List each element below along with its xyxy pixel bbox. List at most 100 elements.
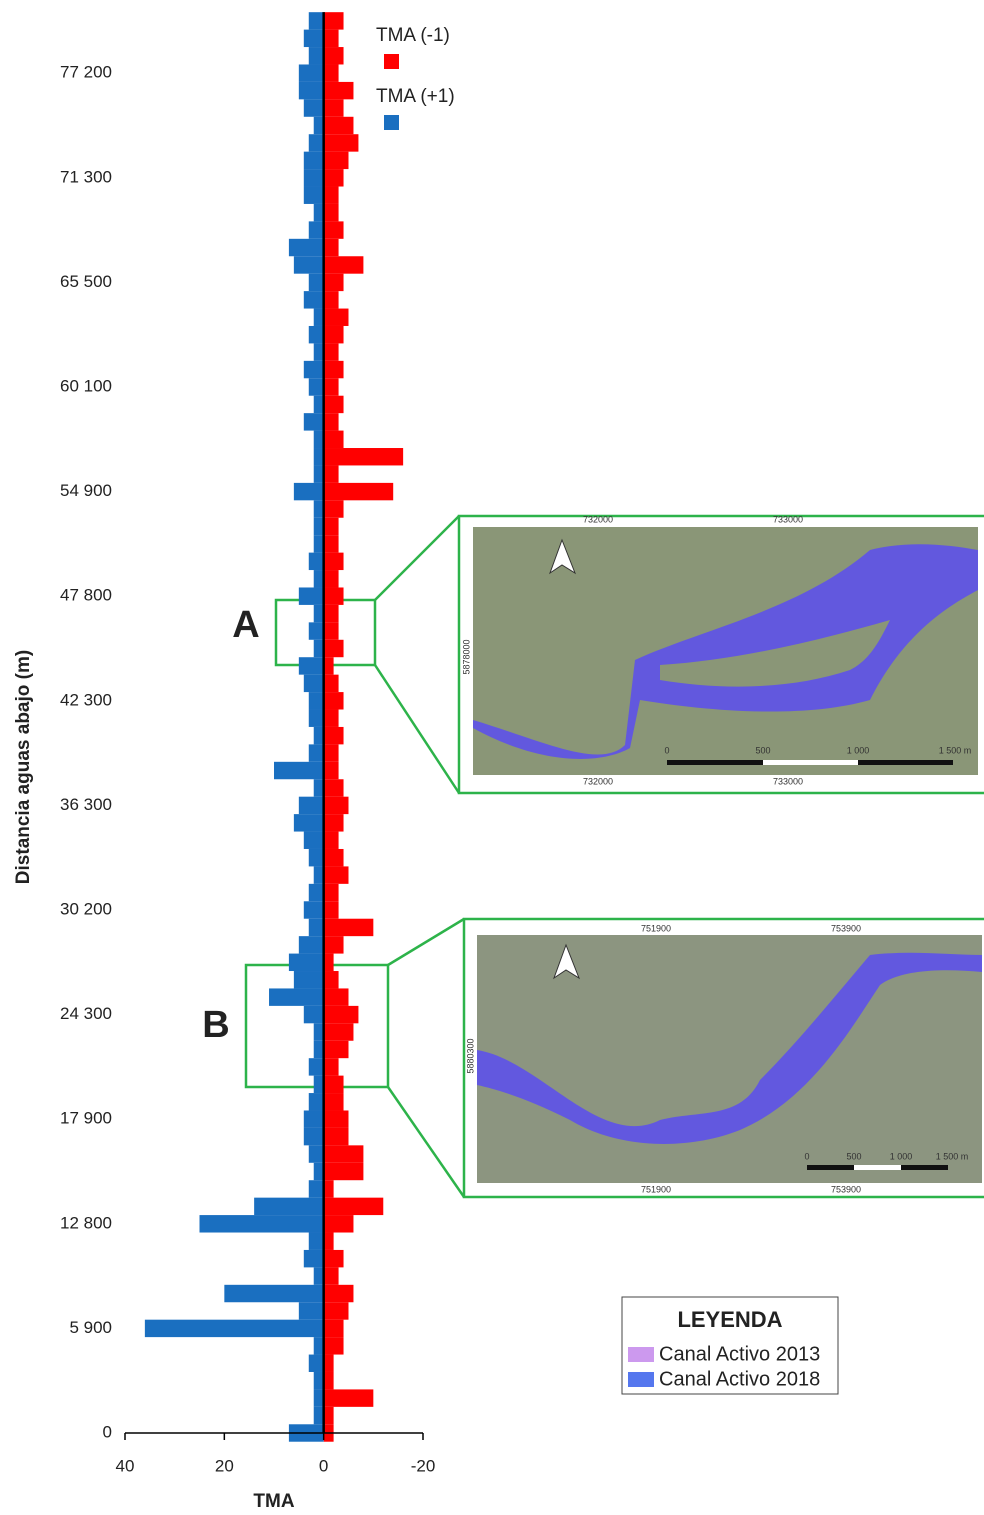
x-tick-label: 20 bbox=[215, 1456, 234, 1475]
bar bbox=[313, 448, 324, 466]
bar bbox=[323, 1023, 354, 1041]
bar bbox=[323, 1197, 384, 1216]
bar bbox=[323, 1145, 364, 1163]
bar bbox=[303, 291, 324, 309]
bar bbox=[323, 1406, 334, 1425]
bar bbox=[303, 151, 324, 170]
scale-label: 500 bbox=[755, 745, 770, 755]
y-tick-label: 60 100 bbox=[60, 376, 112, 395]
x-tick-label: 0 bbox=[319, 1456, 328, 1475]
bar bbox=[323, 535, 339, 553]
y-tick-label: 0 bbox=[103, 1422, 112, 1441]
bar bbox=[323, 1337, 344, 1355]
bar bbox=[308, 744, 324, 762]
bar bbox=[293, 814, 324, 832]
scale-label: 1 000 bbox=[890, 1151, 913, 1161]
bar bbox=[323, 918, 374, 937]
bar bbox=[303, 831, 324, 849]
scale-label: 0 bbox=[664, 745, 669, 755]
bar bbox=[313, 1267, 324, 1285]
bar bbox=[323, 1127, 349, 1146]
map-coord: 5878000 bbox=[461, 639, 471, 674]
map-coord: 732000 bbox=[583, 514, 613, 524]
bar bbox=[323, 169, 344, 187]
bar bbox=[308, 622, 324, 640]
bar bbox=[313, 1406, 324, 1425]
bar bbox=[313, 465, 324, 483]
bar bbox=[303, 186, 324, 204]
bar bbox=[323, 1162, 364, 1181]
bar bbox=[313, 430, 324, 449]
bar bbox=[323, 256, 364, 274]
scale-label: 0 bbox=[804, 1151, 809, 1161]
bar bbox=[313, 395, 324, 414]
bar bbox=[323, 779, 344, 797]
bar bbox=[323, 761, 339, 780]
map-coord: 751900 bbox=[641, 923, 671, 933]
bar bbox=[303, 99, 324, 117]
legend-label: Canal Activo 2018 bbox=[659, 1368, 820, 1390]
legend-swatch bbox=[628, 1347, 654, 1362]
bar bbox=[323, 47, 344, 65]
bar bbox=[308, 883, 324, 902]
y-tick-label: 47 800 bbox=[60, 586, 112, 605]
bar bbox=[308, 325, 324, 344]
bar bbox=[298, 64, 324, 82]
bar bbox=[298, 1302, 324, 1320]
bar bbox=[323, 1040, 349, 1059]
bar bbox=[313, 639, 324, 658]
bar bbox=[323, 709, 339, 727]
legend-label: Canal Activo 2013 bbox=[659, 1343, 820, 1365]
map-legend: LEYENDA Canal Activo 2013 Canal Activo 2… bbox=[621, 1296, 839, 1395]
bar bbox=[308, 709, 324, 727]
bar bbox=[323, 901, 339, 919]
x-tick-label: 40 bbox=[116, 1456, 135, 1475]
bar bbox=[303, 169, 324, 187]
bar bbox=[323, 430, 344, 449]
bar bbox=[323, 517, 339, 536]
legend-label: TMA (-1) bbox=[376, 25, 450, 46]
y-tick-label: 24 300 bbox=[60, 1004, 112, 1023]
bar bbox=[323, 325, 344, 344]
bar bbox=[254, 1197, 324, 1216]
bar bbox=[323, 866, 349, 884]
bar bbox=[313, 779, 324, 797]
bar bbox=[298, 587, 324, 605]
bar bbox=[308, 47, 324, 65]
y-tick-label: 65 500 bbox=[60, 272, 112, 291]
bar bbox=[298, 936, 324, 954]
bar bbox=[323, 831, 339, 849]
inset-map-b: 751900 753900 751900 753900 5880300 0 50… bbox=[465, 923, 982, 1194]
bar bbox=[323, 1249, 344, 1268]
bar bbox=[323, 482, 394, 501]
bar bbox=[269, 988, 324, 1006]
zoom-label: B bbox=[202, 1004, 229, 1046]
bar bbox=[308, 918, 324, 937]
legend-title: LEYENDA bbox=[677, 1307, 782, 1332]
scale-label: 1 000 bbox=[847, 745, 870, 755]
bar bbox=[313, 1389, 324, 1407]
bar bbox=[308, 692, 324, 710]
y-tick-label: 36 300 bbox=[60, 795, 112, 814]
bar bbox=[323, 552, 344, 571]
legend-swatch bbox=[384, 115, 399, 130]
y-tick-label: 77 200 bbox=[60, 63, 112, 82]
bar bbox=[323, 639, 344, 658]
bar bbox=[323, 796, 349, 815]
bar bbox=[323, 988, 349, 1006]
bar bbox=[298, 796, 324, 815]
bar bbox=[288, 238, 324, 257]
bar bbox=[308, 848, 324, 867]
bar bbox=[323, 848, 344, 867]
bar bbox=[323, 936, 344, 954]
bar bbox=[323, 570, 339, 588]
bar bbox=[313, 343, 324, 361]
bar bbox=[323, 1302, 349, 1320]
bar bbox=[308, 1058, 324, 1076]
scale-label: 500 bbox=[846, 1151, 861, 1161]
bar bbox=[323, 814, 344, 832]
bar bbox=[308, 134, 324, 152]
bar bbox=[303, 901, 324, 919]
